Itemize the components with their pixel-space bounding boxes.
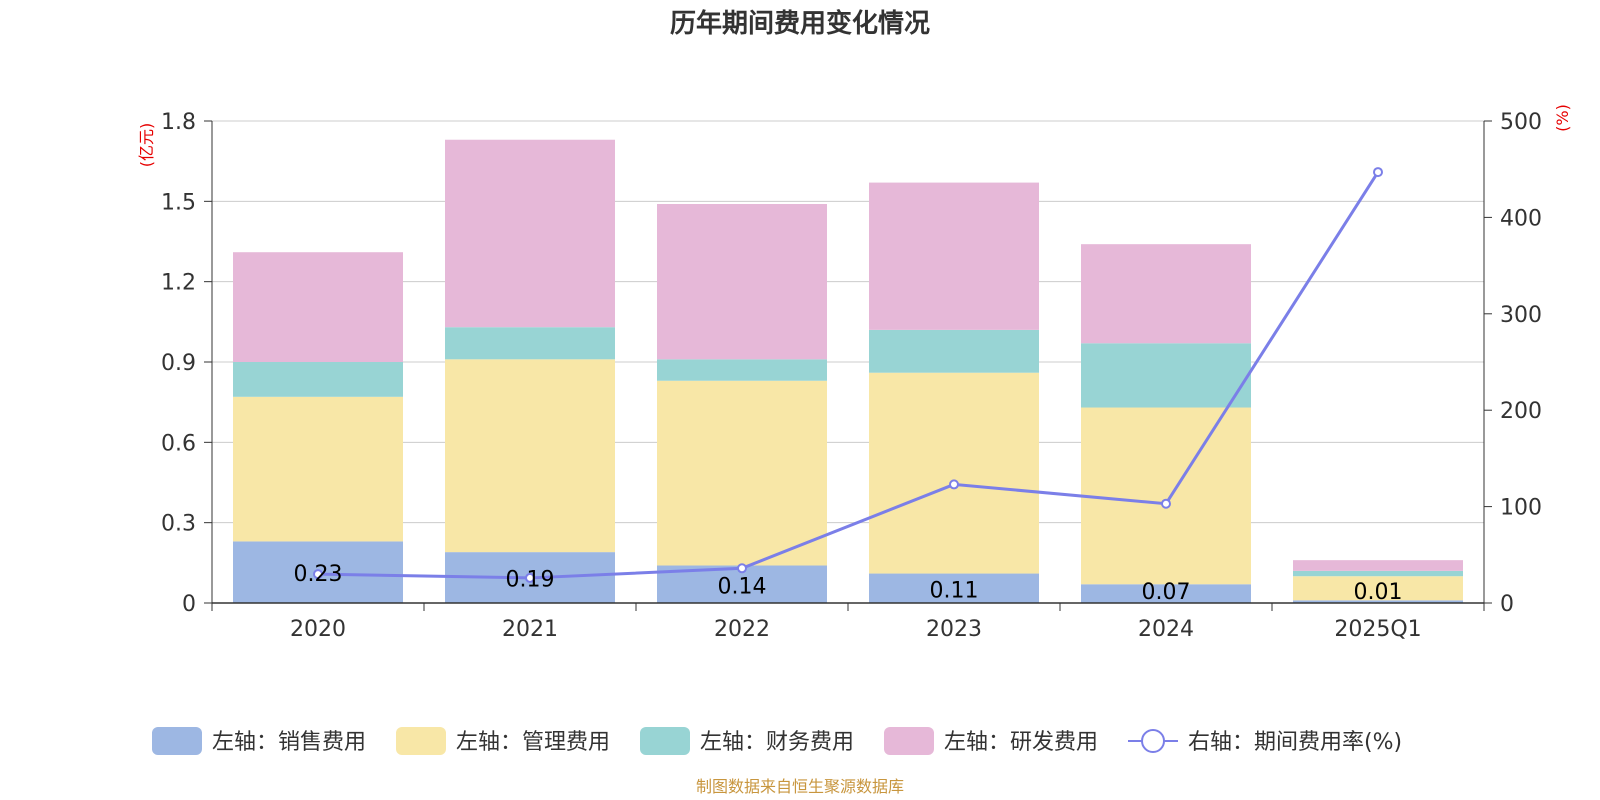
rate-point: [949, 479, 959, 490]
legend-swatch: [396, 727, 446, 755]
bar-segment: [1293, 600, 1463, 603]
x-tick-label: 2022: [714, 617, 770, 642]
bar-segment: [1081, 244, 1251, 344]
bars: [233, 139, 1463, 603]
right-axis-unit: (%): [1553, 104, 1572, 132]
bar-segment: [233, 396, 403, 542]
bar-value-label: 0.07: [1142, 580, 1191, 605]
legend-swatch: [152, 727, 202, 755]
legend-label: 左轴：研发费用: [944, 730, 1098, 755]
legend-swatch: [884, 727, 934, 755]
left-tick-label: 0.3: [161, 512, 196, 537]
left-tick-label: 0.6: [161, 431, 196, 456]
right-tick-label: 400: [1500, 206, 1542, 231]
left-tick-label: 0: [182, 592, 196, 617]
bar-segment: [233, 362, 403, 397]
bar-segment: [657, 204, 827, 360]
right-tick-label: 200: [1500, 399, 1542, 424]
bar-value-label: 0.01: [1354, 580, 1403, 605]
right-tick-label: 500: [1500, 110, 1542, 135]
rate-line-path: [317, 171, 1380, 580]
legend-label: 左轴：销售费用: [212, 730, 366, 755]
data-labels: 0.23 0.19 0.14 0.11 0.07 0.01: [294, 562, 1403, 605]
legend: 左轴：销售费用 左轴：管理费用 左轴：财务费用 左轴：研发费用 右轴：期间费用率(%): [152, 727, 1402, 755]
bar-segment: [869, 372, 1039, 574]
axes: 0 0.3 0.6 0.9 1.2 1.5 1.8 0 100 200 300 400 500 2020 2…: [161, 110, 1542, 642]
left-tick-label: 1.2: [161, 271, 196, 296]
rate-point: [1373, 167, 1383, 178]
bar-segment: [1081, 584, 1251, 603]
rate-point: [737, 563, 747, 574]
bar-segment: [445, 139, 615, 328]
right-tick-label: 300: [1500, 303, 1542, 328]
rate-line: [313, 167, 1383, 583]
x-tick-label: 2025Q1: [1334, 617, 1421, 642]
bar-segment: [657, 359, 827, 381]
rate-point: [525, 572, 535, 583]
bar-segment: [1293, 576, 1463, 601]
bar-segment: [233, 252, 403, 362]
left-axis-unit: (亿元): [137, 123, 156, 168]
bar-segment: [1293, 570, 1463, 577]
bar-segment: [869, 182, 1039, 330]
right-tick-label: 100: [1500, 496, 1542, 521]
grid-lines: [212, 120, 1484, 604]
rate-point: [313, 569, 323, 580]
source-note: 制图数据来自恒生聚源数据库: [696, 777, 904, 796]
bar-value-label: 0.19: [506, 568, 555, 593]
x-tick-label: 2020: [290, 617, 346, 642]
legend-swatch: [640, 727, 690, 755]
x-tick-label: 2024: [1138, 617, 1194, 642]
chart-title: 历年期间费用变化情况: [670, 8, 930, 39]
bar-segment: [657, 380, 827, 566]
bar-segment: [445, 327, 615, 360]
bar-segment: [869, 573, 1039, 603]
legend-label: 左轴：财务费用: [700, 730, 854, 755]
x-tick-label: 2023: [926, 617, 982, 642]
left-tick-label: 1.8: [161, 110, 196, 135]
bar-value-label: 0.11: [930, 578, 979, 603]
bar-segment: [445, 359, 615, 553]
rate-point: [1161, 498, 1171, 509]
bar-segment: [869, 329, 1039, 373]
legend-label: 左轴：管理费用: [456, 730, 610, 755]
bar-value-label: 0.14: [718, 574, 767, 599]
legend-line-marker: [1141, 729, 1165, 753]
right-tick-label: 0: [1500, 592, 1514, 617]
x-tick-label: 2021: [502, 617, 558, 642]
bar-segment: [1081, 343, 1251, 408]
left-tick-label: 1.5: [161, 190, 196, 215]
left-tick-label: 0.9: [161, 351, 196, 376]
bar-segment: [1081, 407, 1251, 585]
legend-label: 右轴：期间费用率(%): [1188, 730, 1402, 755]
bar-segment: [1293, 560, 1463, 571]
bar-value-label: 0.23: [294, 562, 343, 587]
